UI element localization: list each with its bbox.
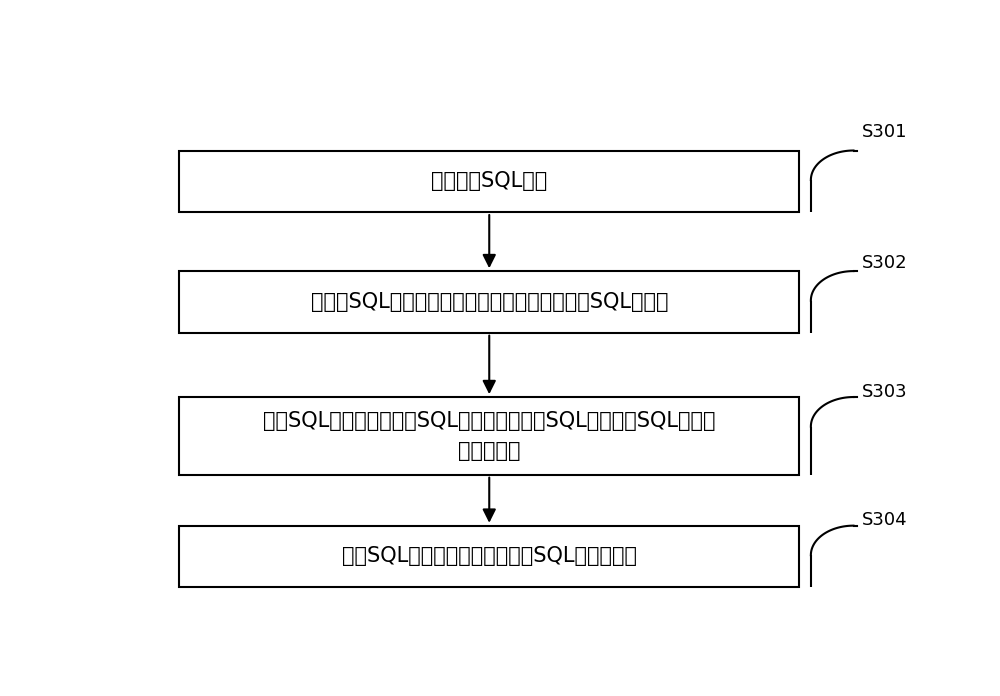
FancyBboxPatch shape <box>179 525 799 587</box>
Text: 根据SQL决策树的分割节点创建SQL决策树模型: 根据SQL决策树的分割节点创建SQL决策树模型 <box>342 546 637 567</box>
Text: 从历史SQL样本中选取第二预设数量的样本作为SQL训练集: 从历史SQL样本中选取第二预设数量的样本作为SQL训练集 <box>310 292 668 312</box>
Text: S304: S304 <box>862 512 907 529</box>
FancyBboxPatch shape <box>179 397 799 475</box>
Text: S301: S301 <box>862 122 907 141</box>
FancyBboxPatch shape <box>179 150 799 212</box>
Text: 获取历史SQL样本: 获取历史SQL样本 <box>431 171 547 191</box>
Text: S302: S302 <box>862 254 907 272</box>
Text: 根据SQL训练集中的历史SQL识别结果和历史SQL特征确定SQL决策树
的分割节点: 根据SQL训练集中的历史SQL识别结果和历史SQL特征确定SQL决策树 的分割节… <box>263 411 716 461</box>
FancyBboxPatch shape <box>179 271 799 333</box>
Text: S303: S303 <box>862 383 907 401</box>
